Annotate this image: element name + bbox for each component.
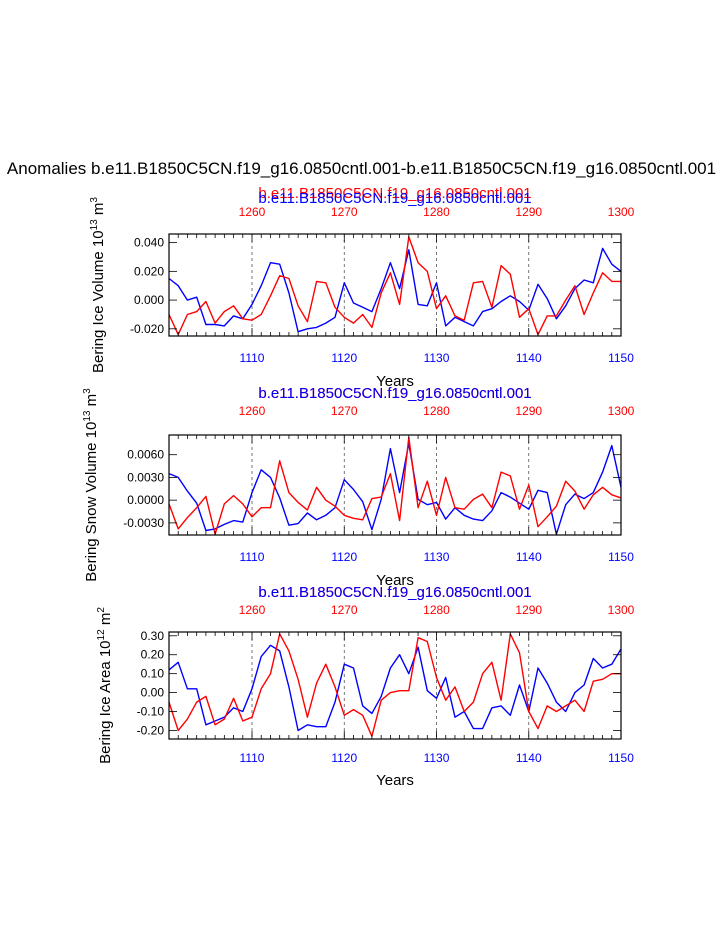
x-tick-label-top: 1280: [423, 603, 450, 617]
x-tick-label-top: 1260: [239, 404, 266, 418]
x-tick-label-top: 1290: [515, 404, 542, 418]
x-tick-label-bottom: 1130: [424, 751, 450, 765]
y-tick-label: 0.000: [134, 293, 164, 307]
series-name-blue: b.e11.B1850C5CN.f19_g16.0850cntl.001: [258, 584, 531, 601]
y-axis-label: Bering Snow Volume 1013 m3: [82, 388, 100, 582]
x-tick-label-top: 1270: [331, 404, 358, 418]
x-tick-label-top: 1280: [423, 205, 450, 219]
x-tick-label-top: 1270: [331, 205, 358, 219]
series-line-blue: [168, 644, 622, 732]
panel-ice-volume: b.e11.B1850C5CN.f19_g16.0850cntl.001b.e1…: [89, 185, 635, 390]
plot-frame: [168, 434, 622, 536]
x-tick-label-top: 1280: [423, 404, 450, 418]
x-tick-label-top: 1260: [239, 603, 266, 617]
x-tick-label-top: 1300: [608, 404, 635, 418]
page-title: Anomalies b.e11.B1850C5CN.f19_g16.0850cn…: [7, 159, 716, 178]
x-tick-label-bottom: 1140: [516, 351, 542, 365]
y-tick-label: 0.020: [134, 264, 164, 278]
x-tick-label-top: 1300: [608, 603, 635, 617]
x-tick-label-bottom: 1130: [424, 550, 450, 564]
series-line-red: [168, 633, 621, 737]
x-axis-label: Years: [376, 572, 414, 589]
x-tick-label-bottom: 1110: [240, 550, 265, 564]
x-tick-label-bottom: 1110: [240, 351, 265, 365]
series-name-blue: b.e11.B1850C5CN.f19_g16.0850cntl.001: [258, 190, 531, 207]
series-line-red: [168, 236, 621, 336]
x-tick-label-bottom: 1140: [516, 550, 542, 564]
series-line-blue: [168, 442, 622, 535]
x-tick-label-top: 1290: [515, 603, 542, 617]
plot-frame: [168, 631, 622, 740]
x-tick-label-top: 1260: [239, 205, 266, 219]
y-tick-label: 0.040: [134, 236, 164, 250]
x-axis-label: Years: [376, 373, 414, 390]
y-tick-label: 0.0000: [127, 493, 164, 507]
x-tick-label-bottom: 1140: [516, 751, 542, 765]
x-tick-label-top: 1300: [608, 205, 635, 219]
x-tick-label-bottom: 1150: [608, 550, 634, 564]
x-tick-label-bottom: 1120: [331, 751, 357, 765]
panel-ice-area: b.e11.B1850C5CN.f19_g16.0850cntl.001b.e1…: [96, 584, 635, 789]
y-tick-label: -0.0030: [123, 516, 164, 530]
series-name-blue: b.e11.B1850C5CN.f19_g16.0850cntl.001: [258, 385, 531, 402]
y-tick-label: -0.020: [130, 322, 164, 336]
series-name-red: b.e11.B1850C5CN.f19_g16.0850cntl.001: [258, 385, 531, 402]
x-tick-label-bottom: 1150: [608, 351, 634, 365]
x-tick-label-bottom: 1120: [331, 550, 357, 564]
series-line-red: [168, 436, 622, 535]
x-tick-label-bottom: 1150: [608, 751, 634, 765]
y-axis-label: Bering Ice Volume 1013 m3: [89, 197, 107, 373]
plot-frame: [168, 233, 622, 337]
x-axis-label: Years: [376, 772, 414, 789]
y-tick-label: 0.00: [141, 686, 165, 700]
x-tick-label-bottom: 1120: [331, 351, 357, 365]
y-tick-label: 0.10: [141, 667, 165, 681]
series-line-blue: [168, 247, 622, 333]
y-tick-label: 0.30: [141, 629, 165, 643]
x-tick-label-top: 1290: [515, 205, 542, 219]
x-tick-label-bottom: 1130: [424, 351, 450, 365]
y-tick-label: 0.0060: [127, 448, 164, 462]
y-tick-label: -0.20: [137, 723, 165, 737]
series-name-red: b.e11.B1850C5CN.f19_g16.0850cntl.001: [258, 584, 531, 601]
series-name-red: b.e11.B1850C5CN.f19_g16.0850cntl.001: [258, 185, 531, 202]
panel-snow-volume: b.e11.B1850C5CN.f19_g16.0850cntl.001b.e1…: [82, 385, 635, 589]
x-tick-label-top: 1270: [331, 603, 358, 617]
y-axis-label: Bering Ice Area 1012 m2: [96, 607, 114, 764]
x-tick-label-bottom: 1110: [240, 751, 265, 765]
y-tick-label: 0.20: [141, 648, 165, 662]
y-tick-label: -0.10: [137, 705, 165, 719]
y-tick-label: 0.0030: [127, 470, 164, 484]
